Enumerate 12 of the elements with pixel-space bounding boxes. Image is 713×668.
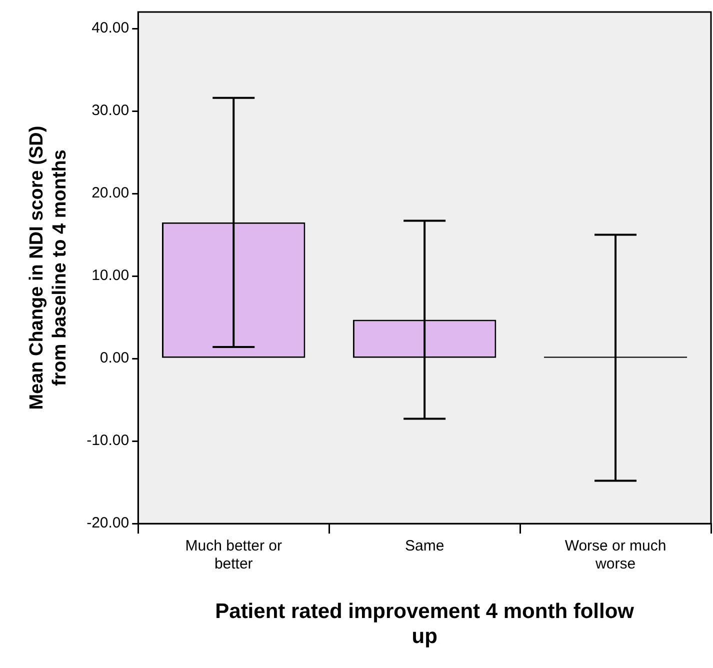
x-axis-title: Patient rated improvement 4 month follow up xyxy=(215,600,635,648)
x-tick-label: Same xyxy=(404,538,444,555)
y-tick-label: 40.00 xyxy=(92,20,130,37)
y-axis-title: Mean Change in NDI score (SD) from baseline to 4 months xyxy=(26,126,70,410)
y-tick-label: -20.00 xyxy=(86,514,130,532)
y-tick-label: 20.00 xyxy=(92,184,130,202)
x-tick-label: Worse or much worse xyxy=(564,538,666,573)
y-tick-label: -10.00 xyxy=(86,432,130,450)
y-tick-label: 30.00 xyxy=(92,102,130,120)
y-tick-label: 10.00 xyxy=(92,267,130,284)
x-tick-label: Much better or better xyxy=(185,538,282,573)
y-tick-label: 0.00 xyxy=(100,350,130,367)
